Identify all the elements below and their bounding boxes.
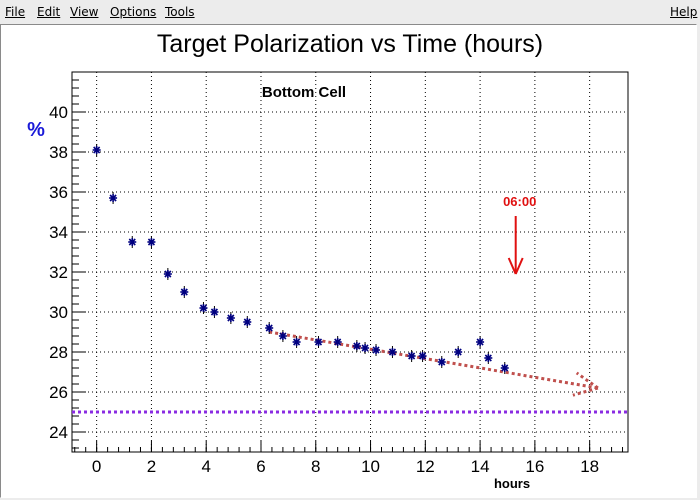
data-point [128, 236, 137, 248]
menu-edit[interactable]: Edit [37, 5, 60, 19]
data-point [388, 346, 397, 358]
y-axis-label: % [27, 119, 45, 141]
data-point [476, 336, 485, 348]
data-point [265, 322, 274, 334]
x-tick-label: 14 [471, 457, 490, 476]
menu-options[interactable]: Options [110, 5, 156, 19]
menu-file[interactable]: File [5, 5, 25, 19]
y-tick-label: 36 [49, 183, 68, 202]
x-tick-label: 10 [361, 457, 380, 476]
menu-edit-label: Edit [37, 5, 61, 19]
data-point [180, 286, 189, 298]
x-tick-label: 4 [201, 457, 210, 476]
x-tick-label: 12 [416, 457, 435, 476]
data-point [437, 356, 446, 368]
x-tick-label: 18 [580, 457, 599, 476]
annotation-arrow-head-right [514, 257, 524, 275]
x-tick-label: 6 [256, 457, 265, 476]
data-point [454, 346, 463, 358]
menu-options-label: Options [110, 5, 157, 19]
data-point [243, 316, 252, 328]
menu-view-label: View [70, 5, 99, 19]
menu-tools-label: Tools [165, 5, 195, 19]
data-point [292, 336, 301, 348]
data-point [199, 302, 208, 314]
menu-view[interactable]: View [70, 5, 98, 19]
data-point [361, 342, 370, 354]
y-tick-label: 34 [49, 223, 68, 242]
data-point [92, 144, 101, 156]
chart-title: Target Polarization vs Time (hours) [157, 30, 543, 58]
data-point [147, 236, 156, 248]
data-point [418, 350, 427, 362]
annotation-label: 06:00 [503, 194, 536, 209]
data-point [407, 350, 416, 362]
trend-arrow-head-upper [572, 386, 599, 397]
x-axis-label: hours [494, 476, 530, 491]
data-point [352, 340, 361, 352]
y-tick-label: 24 [49, 423, 68, 442]
data-point [226, 312, 235, 324]
menu-tools[interactable]: Tools [165, 5, 195, 19]
chart-subtitle: Bottom Cell [262, 84, 346, 101]
data-point [500, 362, 509, 374]
y-tick-label: 40 [49, 103, 68, 122]
menu-file-label: File [5, 5, 26, 19]
menu-help[interactable]: Help [670, 5, 697, 19]
y-tick-label: 26 [49, 383, 68, 402]
menu-help-label: Help [670, 5, 698, 19]
data-point [372, 344, 381, 356]
x-tick-label: 0 [92, 457, 101, 476]
y-tick-label: 30 [49, 303, 68, 322]
data-point [210, 306, 219, 318]
data-point [109, 192, 118, 204]
x-tick-label: 8 [311, 457, 320, 476]
plot-area [71, 71, 629, 453]
data-point [314, 336, 323, 348]
data-point [278, 330, 287, 342]
data-point [333, 336, 342, 348]
trend-arrow-line [268, 330, 599, 390]
y-tick-label: 28 [49, 343, 68, 362]
data-point [484, 352, 493, 364]
y-tick-label: 38 [49, 143, 68, 162]
trend-arrow-head-lower [575, 371, 599, 390]
menu-bar: File Edit View Options Tools Help [0, 0, 700, 24]
y-tick-label: 32 [49, 263, 68, 282]
x-tick-label: 16 [525, 457, 544, 476]
x-tick-label: 2 [147, 457, 156, 476]
annotation-arrow-head-left [507, 257, 517, 275]
data-point [163, 268, 172, 280]
